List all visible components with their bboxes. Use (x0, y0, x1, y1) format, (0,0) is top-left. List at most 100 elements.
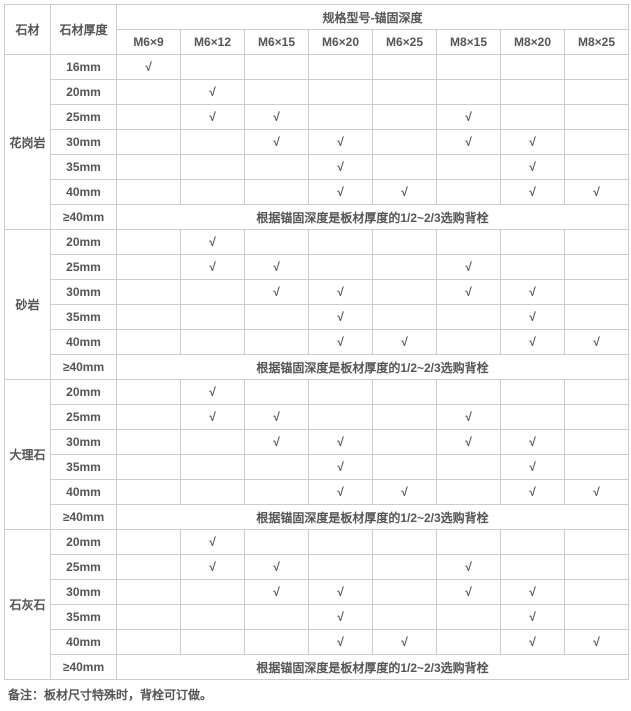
stone-name-cell: 石灰石 (5, 530, 51, 680)
thickness-cell: 16mm (51, 55, 117, 80)
mark-cell: √ (309, 280, 373, 305)
mark-cell: √ (181, 380, 245, 405)
thickness-cell: 30mm (51, 130, 117, 155)
anchor-depth-table: 石材 石材厚度 规格型号-锚固深度 M6×9M6×12M6×15M6×20M6×… (4, 4, 629, 680)
mark-cell (373, 405, 437, 430)
stone-name-cell: 大理石 (5, 380, 51, 530)
mark-cell: √ (373, 630, 437, 655)
table-row: 25mm√√√ (5, 105, 629, 130)
mark-cell (117, 630, 181, 655)
mark-cell (565, 230, 629, 255)
table-row: 25mm√√√ (5, 555, 629, 580)
mark-cell (565, 155, 629, 180)
mark-cell: √ (309, 430, 373, 455)
mark-cell (373, 530, 437, 555)
table-row: 40mm√√√√ (5, 480, 629, 505)
mark-cell (181, 155, 245, 180)
mark-cell (373, 155, 437, 180)
table-row: 40mm√√√√ (5, 330, 629, 355)
mark-cell (373, 555, 437, 580)
mark-cell (245, 155, 309, 180)
mark-cell: √ (437, 555, 501, 580)
mark-cell (437, 180, 501, 205)
header-spec-6: M8×20 (501, 30, 565, 55)
header-spec-2: M6×15 (245, 30, 309, 55)
mark-cell (437, 330, 501, 355)
mark-cell (181, 180, 245, 205)
mark-cell (309, 555, 373, 580)
mark-cell: √ (501, 155, 565, 180)
mark-cell: √ (181, 255, 245, 280)
header-spec-4: M6×25 (373, 30, 437, 55)
mark-cell (309, 55, 373, 80)
mark-cell: √ (437, 430, 501, 455)
ge40-note-cell: 根据锚固深度是板材厚度的1/2~2/3选购背栓 (117, 655, 629, 680)
mark-cell (117, 280, 181, 305)
thickness-cell: 30mm (51, 580, 117, 605)
mark-cell (245, 80, 309, 105)
mark-cell (117, 455, 181, 480)
mark-cell (117, 430, 181, 455)
table-row: 35mm√√ (5, 155, 629, 180)
mark-cell: √ (501, 305, 565, 330)
ge40-note-cell: 根据锚固深度是板材厚度的1/2~2/3选购背栓 (117, 355, 629, 380)
mark-cell (117, 480, 181, 505)
mark-cell: √ (437, 405, 501, 430)
mark-cell: √ (309, 180, 373, 205)
thickness-cell: 35mm (51, 455, 117, 480)
mark-cell (181, 455, 245, 480)
mark-cell (245, 55, 309, 80)
mark-cell (309, 405, 373, 430)
mark-cell (501, 80, 565, 105)
table-row: 石灰石20mm√ (5, 530, 629, 555)
header-thickness: 石材厚度 (51, 5, 117, 55)
mark-cell: √ (501, 630, 565, 655)
mark-cell (181, 130, 245, 155)
mark-cell (245, 305, 309, 330)
mark-cell: √ (309, 480, 373, 505)
mark-cell: √ (181, 230, 245, 255)
table-row: 25mm√√√ (5, 255, 629, 280)
mark-cell (245, 230, 309, 255)
mark-cell: √ (501, 455, 565, 480)
mark-cell (309, 80, 373, 105)
mark-cell (309, 380, 373, 405)
mark-cell (117, 330, 181, 355)
mark-cell (373, 130, 437, 155)
table-row: 25mm√√√ (5, 405, 629, 430)
mark-cell: √ (181, 530, 245, 555)
mark-cell (181, 605, 245, 630)
thickness-cell: 40mm (51, 630, 117, 655)
mark-cell (309, 530, 373, 555)
mark-cell (565, 405, 629, 430)
mark-cell: √ (501, 330, 565, 355)
mark-cell: √ (501, 130, 565, 155)
stone-name-cell: 花岗岩 (5, 55, 51, 230)
header-spec-5: M8×15 (437, 30, 501, 55)
mark-cell: √ (565, 480, 629, 505)
mark-cell (245, 455, 309, 480)
mark-cell: √ (437, 255, 501, 280)
thickness-cell: 30mm (51, 430, 117, 455)
mark-cell (245, 180, 309, 205)
mark-cell: √ (501, 480, 565, 505)
mark-cell (117, 230, 181, 255)
mark-cell (437, 305, 501, 330)
mark-cell (373, 80, 437, 105)
mark-cell: √ (245, 555, 309, 580)
mark-cell (501, 380, 565, 405)
mark-cell (437, 455, 501, 480)
mark-cell (437, 605, 501, 630)
ge40-note-cell: 根据锚固深度是板材厚度的1/2~2/3选购背栓 (117, 205, 629, 230)
thickness-cell: 20mm (51, 530, 117, 555)
mark-cell (117, 80, 181, 105)
footnote: 备注：板材尺寸特殊时，背栓可订做。 (4, 680, 627, 707)
thickness-cell: 35mm (51, 605, 117, 630)
thickness-cell: 30mm (51, 280, 117, 305)
mark-cell (117, 555, 181, 580)
mark-cell: √ (181, 555, 245, 580)
thickness-cell: 40mm (51, 180, 117, 205)
mark-cell: √ (565, 630, 629, 655)
mark-cell (437, 380, 501, 405)
mark-cell (373, 380, 437, 405)
